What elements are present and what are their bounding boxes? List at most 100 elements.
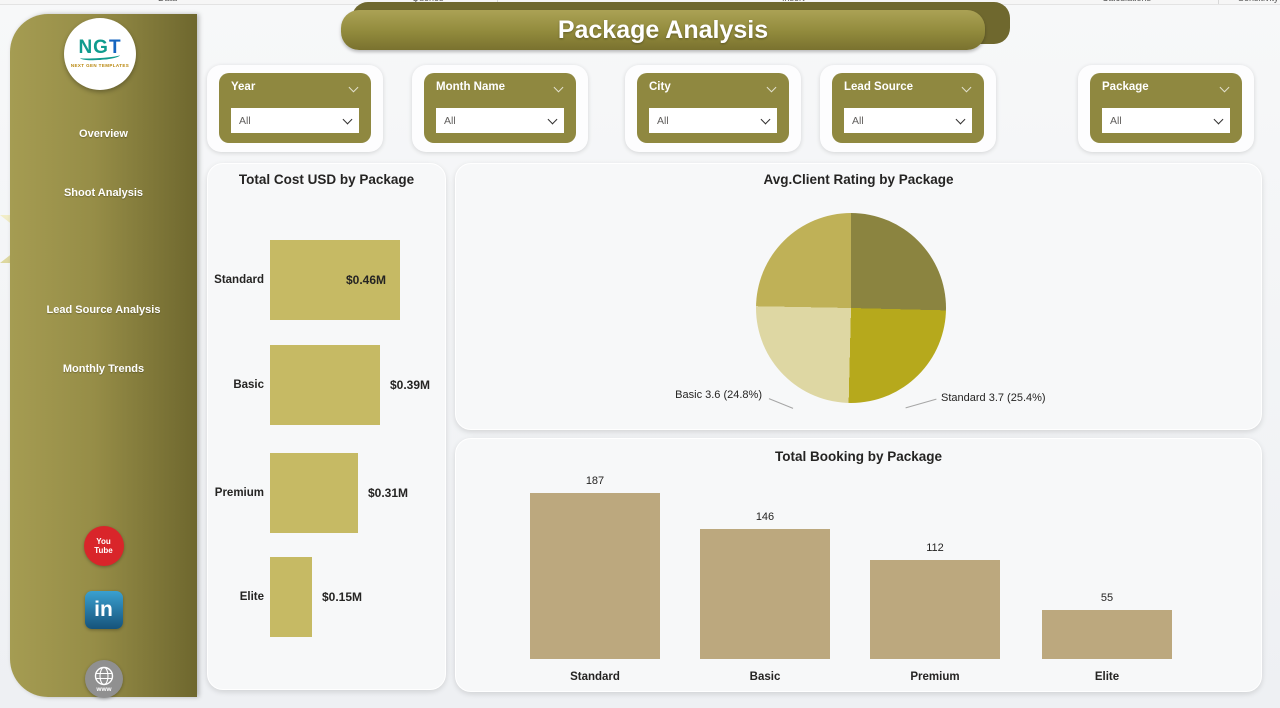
chevron-down-icon	[547, 114, 558, 124]
slicer-label: Lead Source	[844, 81, 914, 93]
logo-text: NGT	[78, 37, 122, 58]
linkedin-icon-text: in	[94, 598, 113, 621]
website-globe-icon[interactable]: www	[84, 660, 123, 698]
pie-chart[interactable]	[756, 213, 946, 403]
ribbon-group-label: Data	[158, 0, 177, 3]
page-title: Package Analysis	[557, 15, 769, 44]
bar-premium[interactable]	[270, 453, 358, 533]
year-dropdown[interactable]: All	[231, 108, 359, 133]
column-basic[interactable]	[700, 529, 830, 659]
chevron-down-icon	[342, 114, 353, 124]
chevron-down-icon	[1213, 114, 1224, 124]
chart-title: Total Cost USD by Package	[238, 172, 415, 187]
bar-row: Elite $0.15M	[208, 557, 447, 637]
filter-card-month: Month Name All	[412, 65, 588, 152]
column-elite[interactable]	[1042, 610, 1172, 659]
lead-source-dropdown[interactable]: All	[844, 108, 972, 133]
youtube-icon-text: You	[96, 537, 111, 546]
bar-row: Standard $0.46M	[208, 240, 447, 320]
filter-card-package: Package All	[1078, 65, 1254, 152]
sidebar-item-overview[interactable]: Overview	[79, 128, 128, 140]
sidebar-item-shoot-analysis[interactable]: Shoot Analysis	[63, 187, 144, 199]
chevron-down-icon	[760, 114, 771, 124]
ribbon-group-label: Insert	[782, 0, 805, 3]
linkedin-icon[interactable]: in	[84, 591, 123, 629]
column-value-label: 112	[926, 542, 944, 554]
bar-category-label: Basic	[233, 379, 264, 391]
website-link[interactable]: www	[10, 660, 197, 698]
bar-value-label: $0.31M	[368, 486, 409, 500]
slicer-label: City	[649, 81, 671, 93]
bar-category-label: Elite	[239, 591, 264, 603]
column-standard[interactable]	[530, 493, 660, 659]
month-name-dropdown[interactable]: All	[436, 108, 564, 133]
ribbon-group-label: Calculations	[1102, 0, 1151, 3]
chevron-down-icon	[955, 114, 966, 124]
column-category-label: Standard	[570, 671, 620, 683]
dropdown-value: All	[1110, 114, 1122, 127]
dropdown-value: All	[444, 114, 456, 127]
pie-callout-standard: Standard 3.7 (25.4%)	[941, 392, 1046, 404]
callout-line	[905, 398, 937, 409]
slicer-package: Package All	[1090, 73, 1242, 143]
callout-line	[768, 398, 794, 409]
total-cost-chart-card: Total Cost USD by Package Standard $0.46…	[207, 163, 446, 690]
filter-card-year: Year All	[207, 65, 383, 152]
sidebar-overlay: Lead Source Analysis Monthly Trends You …	[10, 14, 197, 698]
page-title-banner: Package Analysis	[341, 10, 985, 50]
dropdown-value: All	[239, 114, 251, 127]
city-dropdown[interactable]: All	[649, 108, 777, 133]
filter-card-lead-source: Lead Source All	[820, 65, 996, 152]
column-category-label: Premium	[910, 671, 960, 683]
ngt-logo: NGT NEXT GEN TEMPLATES	[64, 18, 136, 90]
column-premium[interactable]	[870, 560, 1000, 659]
dropdown-value: All	[852, 114, 864, 127]
slicer-label: Month Name	[436, 81, 505, 93]
svg-text:www: www	[95, 686, 112, 693]
column-value-label: 187	[585, 475, 605, 487]
logo-subtext: NEXT GEN TEMPLATES	[70, 63, 130, 68]
pie-callout-basic: Basic 3.6 (24.8%)	[675, 389, 762, 401]
ribbon-separator	[1218, 0, 1219, 4]
column-value-label: 55	[1100, 592, 1114, 604]
bar-row: Basic $0.39M	[208, 345, 447, 425]
column-standard-group: 187	[530, 454, 660, 659]
bar-category-label: Premium	[214, 487, 264, 499]
dropdown-value: All	[657, 114, 669, 127]
column-basic-group: 146	[700, 454, 830, 659]
column-category-label: Elite	[1094, 671, 1120, 683]
bar-category-label: Standard	[214, 274, 264, 286]
youtube-icon-text: Tube	[94, 546, 113, 555]
chart-title: Avg.Client Rating by Package	[763, 172, 954, 187]
filter-card-city: City All	[625, 65, 801, 152]
column-elite-group: 55	[1042, 454, 1172, 659]
client-rating-chart-card: Avg.Client Rating by Package Basic 3.6 (…	[455, 163, 1262, 550]
slicer-month-name: Month Name All	[424, 73, 576, 143]
bar-value-label: $0.39M	[390, 378, 431, 392]
column-value-label: 146	[755, 511, 775, 523]
bar-value-label: $0.46M	[345, 273, 386, 287]
slicer-label: Year	[231, 81, 256, 93]
total-booking-chart-card: Total Booking by Package 187 146 112 55 …	[455, 438, 1262, 692]
bar-standard[interactable]	[270, 240, 400, 320]
linkedin-link[interactable]: in	[10, 591, 197, 629]
slicer-label: Package	[1102, 81, 1149, 93]
column-premium-group: 112	[870, 454, 1000, 659]
slicer-lead-source: Lead Source All	[832, 73, 984, 143]
ribbon-group-label: Sensitivity	[1238, 0, 1279, 3]
youtube-icon[interactable]: You Tube	[83, 526, 124, 566]
sidebar-item-lead-source-analysis[interactable]: Lead Source Analysis	[46, 304, 161, 316]
bar-elite[interactable]	[270, 557, 312, 637]
bar-basic[interactable]	[270, 345, 380, 425]
ribbon-group-label: Queries	[412, 0, 444, 3]
package-dropdown[interactable]: All	[1102, 108, 1230, 133]
column-category-label: Basic	[749, 671, 781, 683]
youtube-link[interactable]: You Tube	[10, 526, 197, 566]
bar-value-label: $0.15M	[322, 590, 363, 604]
slicer-year: Year All	[219, 73, 371, 143]
slicer-city: City All	[637, 73, 789, 143]
chart-title: Total Booking by Package	[774, 449, 943, 464]
sidebar-item-monthly-trends[interactable]: Monthly Trends	[62, 363, 145, 375]
sidebar: NGT NEXT GEN TEMPLATES Overview Shoot An…	[10, 14, 197, 697]
